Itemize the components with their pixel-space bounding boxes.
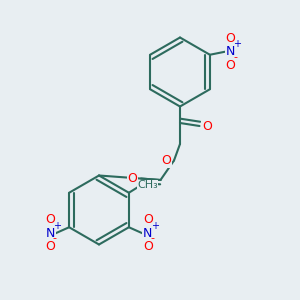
Text: +: + [233, 39, 241, 49]
Text: -: - [233, 52, 237, 62]
Text: O: O [45, 240, 55, 253]
Text: +: + [151, 221, 159, 231]
Text: -: - [52, 233, 56, 243]
Text: O: O [143, 213, 153, 226]
Text: CH₃: CH₃ [137, 180, 158, 190]
Text: O: O [143, 240, 153, 253]
Text: N: N [226, 45, 235, 58]
Text: +: + [53, 221, 61, 231]
Text: O: O [225, 32, 235, 45]
Text: -: - [150, 233, 154, 243]
Text: O: O [45, 213, 55, 226]
Text: O: O [128, 172, 137, 185]
Text: O: O [225, 59, 235, 72]
Text: O: O [202, 119, 212, 133]
Text: N: N [143, 227, 152, 240]
Text: O: O [162, 154, 171, 167]
Text: N: N [46, 227, 55, 240]
